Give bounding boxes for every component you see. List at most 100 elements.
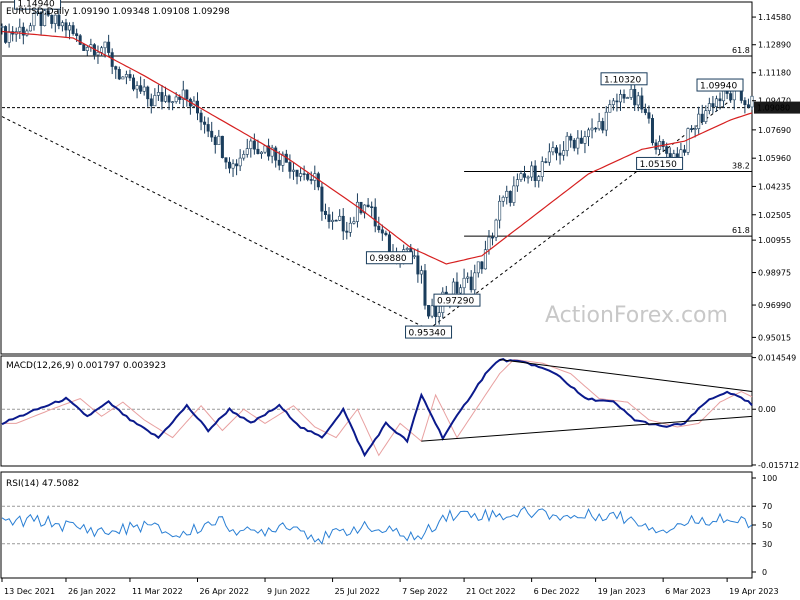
macd-trendline-bottom xyxy=(421,415,753,442)
price-tick-label: 1.11180 xyxy=(758,69,791,78)
price-tick-label: 1.00955 xyxy=(758,236,791,245)
candle-body xyxy=(547,151,551,163)
candle-body xyxy=(729,93,733,101)
macd-title: MACD(12,26,9) 0.001797 0.003923 xyxy=(6,361,166,371)
candle-body xyxy=(64,22,68,31)
candle-body xyxy=(18,26,22,32)
candle-body xyxy=(466,276,470,279)
price-tick-label: 1.09470 xyxy=(758,97,791,106)
date-tick-label: 7 Sep 2022 xyxy=(402,587,448,596)
candle-body xyxy=(71,25,75,34)
date-axis: 13 Dec 2021 26 Jan 2022 11 Mar 2022 26 Apr … xyxy=(1,578,779,596)
candle-body xyxy=(185,89,189,100)
price-annotation-box xyxy=(14,0,62,10)
price-annotation-box xyxy=(405,325,453,339)
fib-level-label: 38.2 xyxy=(732,161,750,170)
candle-body xyxy=(604,111,608,131)
candle-body xyxy=(665,146,669,154)
candle-body xyxy=(746,104,750,108)
candle-body xyxy=(629,88,633,98)
candle-body xyxy=(423,270,427,306)
candle-body xyxy=(153,95,157,107)
rsi-panel-frame xyxy=(0,471,753,579)
candle-body xyxy=(700,113,704,122)
candle-body xyxy=(263,145,267,153)
candle-body xyxy=(501,196,505,202)
candle-body xyxy=(434,305,438,318)
candle-body xyxy=(636,95,640,106)
candle-body xyxy=(132,77,136,90)
candle-body xyxy=(487,236,491,251)
rsi-panel: RSI(14) 47.5082 100 70 50 30 0 xyxy=(0,471,777,579)
date-tick-label: 26 Jan 2022 xyxy=(68,587,116,596)
candle-body xyxy=(555,147,559,154)
date-tick-label: 19 Apr 2023 xyxy=(729,587,778,596)
candle-body xyxy=(181,89,185,100)
candle-body xyxy=(697,113,701,129)
candle-body xyxy=(28,25,32,32)
candle-body xyxy=(618,94,622,103)
candle-body xyxy=(480,261,484,270)
candle-body xyxy=(320,186,324,212)
price-tick-label: 1.05960 xyxy=(758,154,791,163)
candle-body xyxy=(267,145,271,157)
price-annotation-box xyxy=(365,251,413,265)
date-tick-label: 13 Dec 2021 xyxy=(4,587,55,596)
candle-body xyxy=(270,147,274,157)
candle-body xyxy=(455,281,459,294)
price-panel: 61.8 38.2 61.8 1.14940 0.99880 0.97290 0.95340… xyxy=(0,0,800,355)
candle-body xyxy=(103,41,107,49)
macd-signal-line xyxy=(2,358,753,457)
candle-body xyxy=(498,200,502,221)
candle-body xyxy=(46,10,50,16)
candle-body xyxy=(146,86,150,100)
candle-body xyxy=(178,96,182,100)
candle-body xyxy=(650,118,654,144)
candle-body xyxy=(32,12,36,27)
candle-body xyxy=(224,157,228,163)
candle-body xyxy=(462,277,466,289)
candle-body xyxy=(242,154,246,159)
date-tick-label: 6 Mar 2023 xyxy=(665,587,711,596)
candle-body xyxy=(437,312,441,318)
candle-body xyxy=(149,98,153,107)
price-annotation-text: 1.14940 xyxy=(18,0,55,10)
rsi-tick-label: 50 xyxy=(762,521,772,530)
candle-body xyxy=(661,141,665,147)
date-tick-label: 9 Jun 2022 xyxy=(267,587,310,596)
candle-body xyxy=(430,305,434,317)
candle-body xyxy=(341,215,345,232)
candle-body xyxy=(256,148,260,154)
candle-body xyxy=(302,173,306,175)
candle-body xyxy=(235,163,239,167)
candle-body xyxy=(117,69,121,80)
moving-average-line xyxy=(1,30,753,265)
candle-body xyxy=(682,149,686,153)
price-annotation-text: 0.99880 xyxy=(369,254,406,264)
candle-body xyxy=(707,103,711,111)
candle-body xyxy=(594,127,598,130)
candle-body xyxy=(171,101,175,103)
candle-body xyxy=(21,26,25,36)
candle-body xyxy=(249,140,253,149)
date-tick-label: 11 Mar 2022 xyxy=(132,587,183,596)
candle-body xyxy=(572,139,576,149)
candle-body xyxy=(626,97,630,99)
candle-body xyxy=(590,127,594,131)
rsi-tick-label: 30 xyxy=(762,540,772,549)
candle-body xyxy=(586,129,590,137)
date-tick-label: 25 Jul 2022 xyxy=(335,587,380,596)
candle-body xyxy=(505,190,509,198)
candle-body xyxy=(252,140,256,150)
candle-body xyxy=(494,219,498,238)
candle-body xyxy=(519,173,523,180)
candle-body xyxy=(96,52,100,56)
candle-body xyxy=(277,159,281,166)
price-annotation-box xyxy=(433,293,481,307)
candle-body xyxy=(512,185,516,203)
candle-body xyxy=(85,47,89,51)
candle-body xyxy=(331,219,335,222)
candle-body xyxy=(565,135,569,151)
candle-body xyxy=(622,94,626,99)
